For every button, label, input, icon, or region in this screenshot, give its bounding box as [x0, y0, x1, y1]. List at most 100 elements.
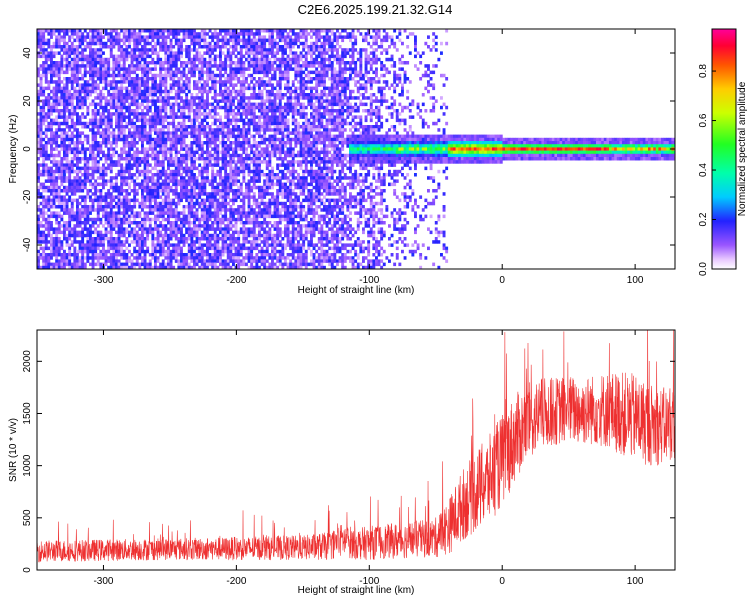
spectrogram-cell: [216, 253, 220, 257]
spectrogram-cell: [96, 195, 100, 199]
spectrogram-cell: [68, 195, 72, 199]
spectrogram-cell: [185, 262, 189, 267]
spectrogram-cell: [206, 208, 209, 212]
spectrogram-cell: [216, 189, 220, 193]
spectrogram-cell: [91, 182, 95, 187]
spectrogram-cell: [78, 141, 82, 145]
spectrogram-cell: [247, 173, 251, 177]
spectrogram-cell: [96, 259, 100, 263]
spectrogram-cell: [125, 141, 129, 145]
spectrogram-cell: [125, 230, 129, 235]
spectrogram-cell: [190, 185, 194, 190]
spectrogram-cell: [187, 243, 191, 247]
spectrogram-cell: [55, 93, 59, 97]
spectrogram-cell: [229, 243, 233, 247]
spectrogram-cell: [39, 253, 43, 257]
spectrogram-cell: [122, 195, 126, 199]
spectrogram-cell: [190, 265, 194, 269]
spectrogram-cell: [164, 227, 168, 231]
spectrogram-cell: [55, 262, 59, 267]
spectrogram-cell: [172, 121, 176, 126]
spectrogram-cell: [133, 102, 137, 107]
spectrogram-cell: [232, 240, 235, 244]
spectrogram-cell: [154, 173, 157, 177]
spectrogram-cell: [52, 70, 56, 75]
spectrogram-cell: [55, 73, 59, 78]
spectrogram-cell: [164, 179, 168, 183]
spectrogram-cell: [164, 115, 168, 119]
spectrogram-cell: [252, 179, 256, 183]
spectrogram-cell: [130, 230, 134, 235]
spectrogram-cell: [247, 221, 251, 225]
spectrogram-cell: [203, 99, 207, 103]
spectrogram-cell: [89, 77, 92, 81]
spectrogram-cell: [146, 112, 150, 116]
spectrogram-cell: [213, 137, 217, 142]
spectrogram-cell: [234, 224, 238, 228]
spectrogram-cell: [154, 237, 157, 241]
spectrogram-cell: [195, 230, 199, 235]
spectrogram-cell: [141, 137, 144, 142]
spectrogram-cell: [211, 237, 215, 241]
spectrogram-cell: [164, 134, 168, 139]
spectrogram-cell: [120, 265, 124, 269]
spectrogram-cell: [91, 141, 95, 145]
spectrogram-cell: [65, 169, 69, 174]
spectrogram-cell: [112, 83, 116, 87]
spectrogram-cell: [213, 144, 217, 148]
spectrogram-cell: [159, 48, 163, 52]
spectrogram-cell: [39, 48, 43, 52]
spectrogram-cell: [208, 205, 212, 209]
spectrogram-cell: [164, 54, 168, 59]
spectrogram-cell: [55, 131, 59, 135]
spectrogram-cell: [146, 83, 150, 87]
spectrogram-cell: [102, 61, 105, 65]
spectrogram-cell: [86, 230, 90, 235]
spectrogram-cell: [232, 192, 235, 196]
spectrogram-cell: [195, 176, 199, 180]
spectrogram-cell: [255, 237, 259, 241]
spectrogram-cell: [141, 230, 144, 235]
spectrogram-cell: [57, 96, 61, 100]
spectrogram-cell: [161, 217, 165, 222]
spectrogram-cell: [177, 83, 181, 87]
spectrogram-cell: [161, 163, 165, 167]
spectrogram-cell: [60, 141, 64, 145]
spectrogram-cell: [39, 131, 43, 135]
spectrogram-cell: [65, 102, 69, 107]
spectrogram-cell: [76, 57, 79, 62]
spectrogram-cell: [86, 179, 90, 183]
spectrogram-cell: [117, 221, 121, 225]
spectrogram-cell: [91, 57, 95, 62]
spectrogram-cell: [138, 243, 142, 247]
spectrogram-cell: [68, 38, 72, 43]
spectrogram-cell: [219, 83, 222, 87]
spectrogram-cell: [159, 240, 163, 244]
spectrogram-cell: [115, 217, 118, 222]
spectrogram-cell: [148, 93, 152, 97]
spectrogram-cell: [91, 217, 95, 222]
spectrogram-cell: [203, 86, 207, 91]
spectrogram-cell: [128, 208, 131, 212]
spectrogram-cell: [169, 160, 173, 164]
spectrogram-cell: [237, 173, 241, 177]
spectrogram-cell: [237, 38, 241, 43]
spectrogram-cell: [112, 86, 116, 91]
spectrogram-cell: [68, 246, 72, 251]
spectrogram-cell: [229, 73, 233, 78]
spectrogram-cell: [172, 169, 176, 174]
spectrogram-cell: [50, 121, 53, 126]
spectrogram-cell: [193, 125, 196, 129]
spectrogram-cell: [52, 201, 56, 206]
spectrogram-cell: [174, 150, 178, 155]
spectrogram-cell: [76, 221, 79, 225]
spectrogram-cell: [141, 256, 144, 260]
spectrogram-cell: [221, 29, 225, 33]
spectrogram-cell: [187, 201, 191, 206]
spectrogram-cell: [180, 230, 183, 235]
spectrogram-cell: [104, 249, 108, 254]
spectrogram-cell: [154, 262, 157, 267]
spectrogram-cell: [258, 32, 261, 36]
spectrogram-cell: [206, 41, 209, 46]
spectrogram-cell: [169, 243, 173, 247]
